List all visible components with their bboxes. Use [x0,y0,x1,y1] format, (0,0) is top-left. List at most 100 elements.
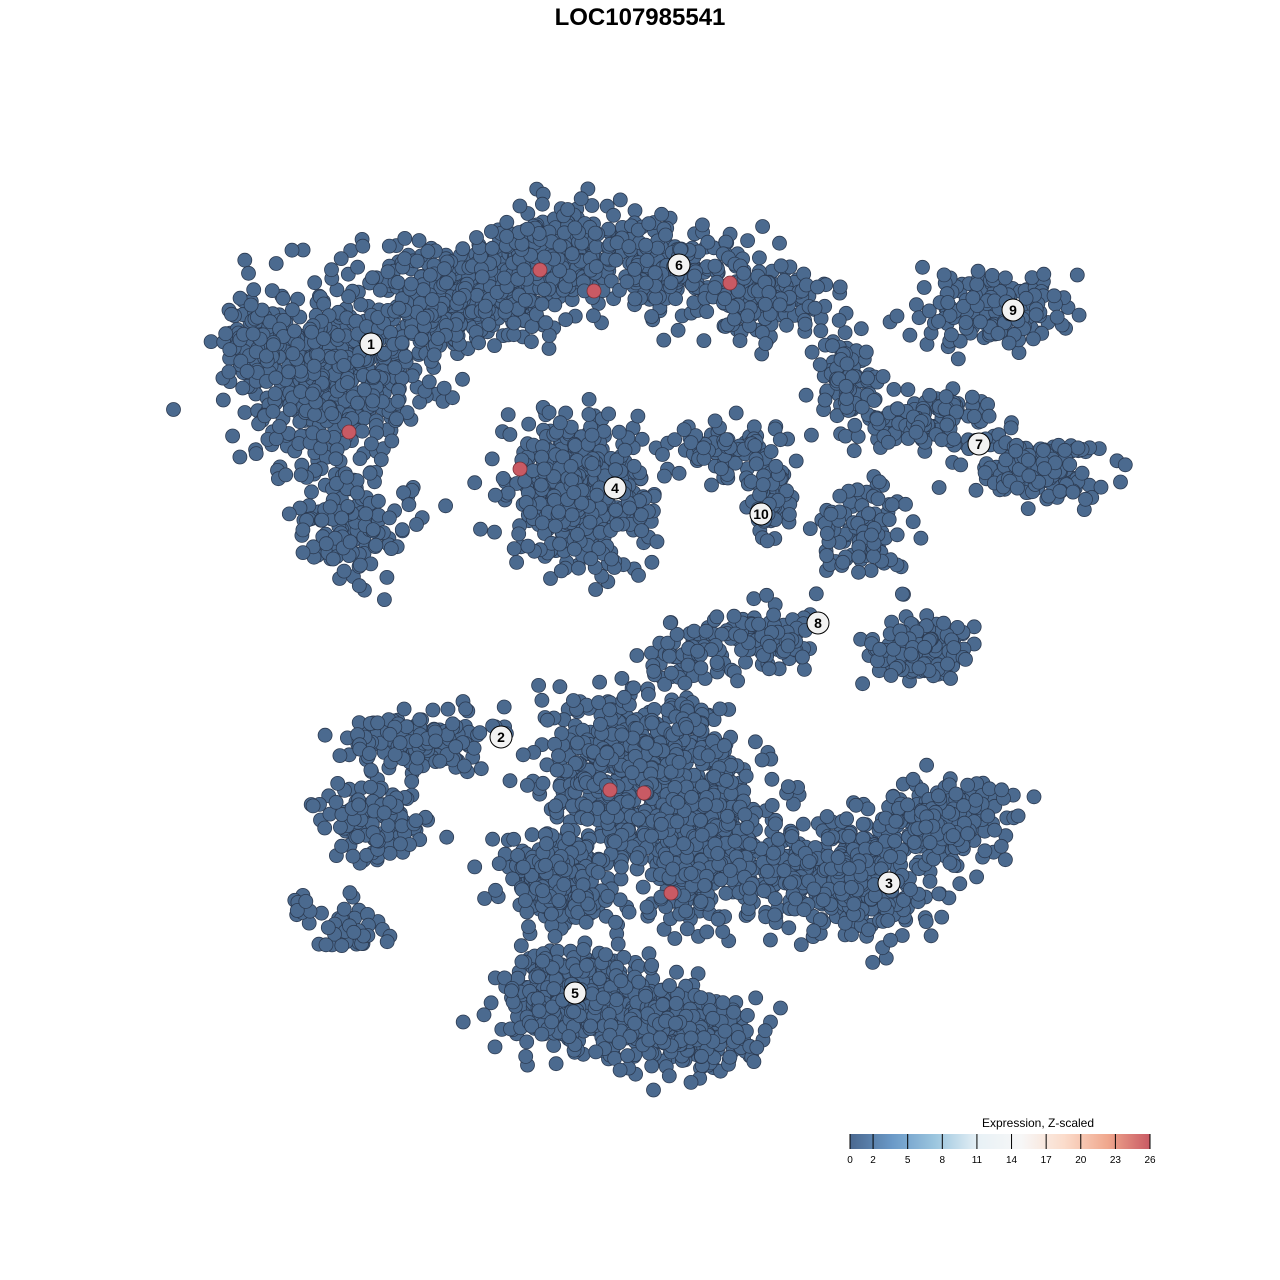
cell-point [883,668,899,683]
cell-point [969,276,985,292]
cell-point [232,449,248,465]
cell-point [438,498,454,514]
cell-point [455,241,471,257]
cell-point [700,748,716,764]
cell-point [707,413,723,429]
cell-point [616,689,632,705]
cell-point [693,813,708,828]
cell-point [471,335,487,351]
cell-point [552,238,568,254]
cell-point [361,746,377,761]
cell-point [1074,465,1090,481]
cell-point [764,798,780,813]
cell-point [641,216,657,232]
cell-point [665,861,681,877]
cell-point [728,405,744,421]
cell-point [606,207,621,223]
cell-point [307,407,323,422]
cell-point [782,507,797,522]
cell-point [832,488,848,504]
cell-point [695,217,710,233]
cell-point [944,327,959,343]
cell-point [397,348,413,364]
cell-point [758,336,774,352]
cell-point [798,387,814,403]
cell-point [1062,457,1078,473]
cell-point [807,300,823,316]
cell-point [1028,307,1044,323]
cell-point [396,701,412,717]
cell-point [404,774,420,789]
cell-point [350,395,366,411]
cell-point [860,370,875,386]
cell-point [626,458,642,474]
cell-point [1037,461,1052,477]
cell-point [736,265,751,281]
cell-point [797,662,812,677]
cell-point [372,282,388,298]
cell-point [939,417,955,433]
cell-point [931,313,946,329]
cell-point [409,517,424,532]
cell-point [558,312,574,328]
cell-point [737,807,753,823]
cell-point [717,291,732,307]
cell-point [432,753,448,769]
cell-point [676,422,692,438]
cell-point [500,485,516,501]
cell-point [602,702,617,718]
cell-point [473,521,488,537]
cell-point [498,298,514,314]
cell-point [248,446,264,462]
cell-point [639,252,655,268]
cell-point [384,433,400,449]
cell-point [698,797,713,813]
cell-point [690,643,705,659]
cell-point [747,438,763,454]
cell-point [1069,267,1085,283]
cell-point [699,924,715,940]
cell-point [669,814,685,830]
cell-point [369,833,385,848]
cell-point [755,219,770,234]
cell-point [551,748,566,764]
cell-point [846,443,862,459]
cell-point [237,405,253,420]
cell-point [851,549,867,565]
cell-point [391,300,407,316]
cell-point [709,609,725,625]
cell-point [720,808,735,824]
cell-point [631,811,646,827]
cell-point [752,250,767,266]
cell-point [819,548,834,563]
cell-point [268,370,284,386]
cell-point [467,475,483,491]
cell-point [768,458,784,474]
cell-point [365,369,381,384]
cell-point [328,451,344,467]
cell-point [693,894,709,909]
cell-point [1036,266,1052,282]
cell-point [608,914,623,930]
cell-point [352,451,368,467]
cell-point [875,369,891,384]
cell-point [1049,309,1065,325]
cell-point [306,358,322,374]
cell-point [588,239,604,255]
cell-point [644,828,659,844]
cell-point [639,899,655,915]
cell-point [622,500,637,516]
cell-point [389,411,404,427]
cell-point [683,435,699,451]
cell-point [496,270,512,286]
cell-point [267,386,283,402]
cell-point [772,297,788,313]
cell-point [282,402,298,418]
cell-point [481,317,497,332]
cell-point [328,794,344,810]
cell-point [881,434,896,450]
cell-point [808,586,824,602]
cell-point [295,545,311,560]
cell-point [1113,474,1128,490]
cell-point [619,274,635,290]
